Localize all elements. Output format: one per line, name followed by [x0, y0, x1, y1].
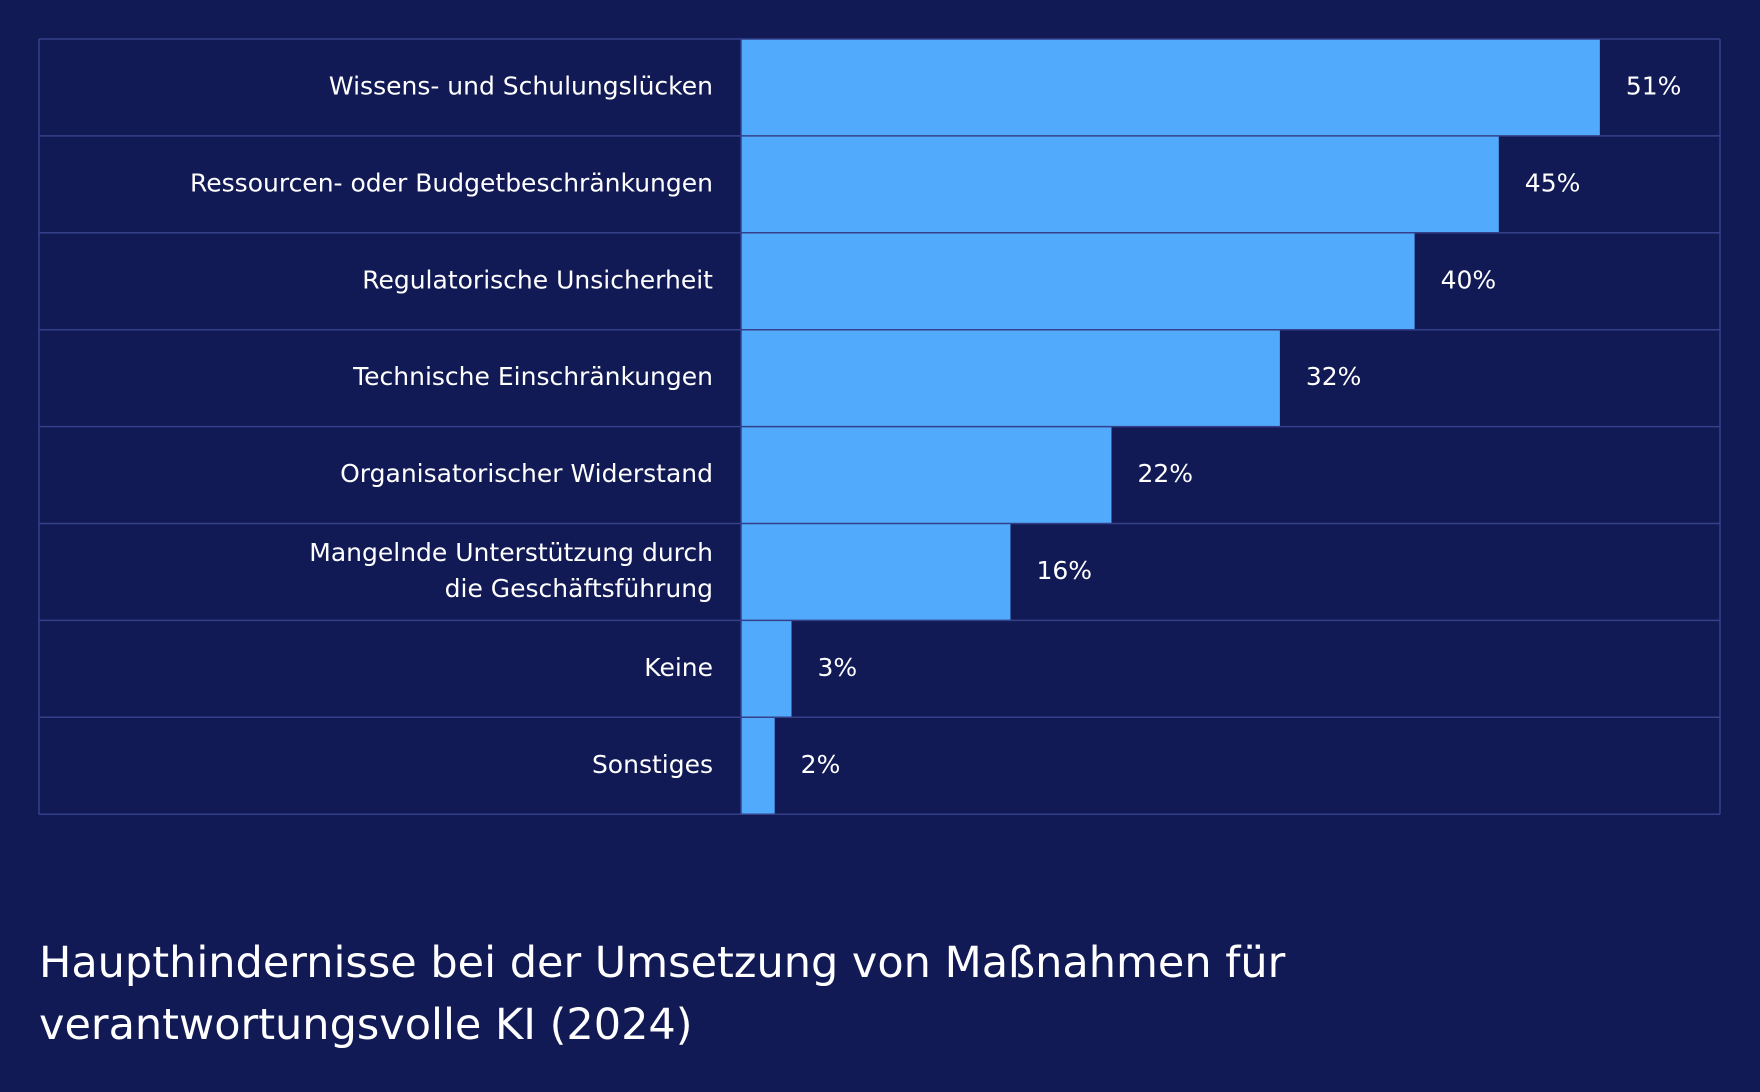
bar [741, 329, 1280, 427]
category-label: Keine [644, 653, 713, 682]
bar [741, 39, 1600, 136]
bar [741, 135, 1499, 233]
category-label: Wissens- und Schulungslücken [329, 71, 713, 100]
value-label: 2% [801, 750, 841, 779]
category-label: Organisatorischer Widerstand [340, 459, 713, 488]
chart-title: Haupthindernisse bei der Umsetzung von M… [39, 938, 1286, 1050]
category-label: Mangelnde Unterstützung durch die Geschäf… [309, 538, 713, 603]
bar [741, 717, 775, 815]
bar [741, 620, 792, 718]
value-label: 45% [1525, 168, 1581, 197]
bar [741, 523, 1011, 621]
value-label: 32% [1306, 362, 1362, 391]
category-label: Technische Einschränkungen [352, 362, 713, 391]
value-label: 3% [818, 653, 858, 682]
value-label: 51% [1626, 71, 1682, 100]
value-label: 22% [1137, 459, 1193, 488]
value-label: 16% [1036, 556, 1092, 585]
bar [741, 232, 1415, 330]
bar [741, 426, 1112, 524]
category-label: Sonstiges [592, 750, 713, 779]
category-label: Ressourcen- oder Budgetbeschränkungen [190, 168, 713, 197]
value-label: 40% [1441, 265, 1497, 294]
chart: Wissens- und Schulungslücken 51% Ressource… [38, 38, 1721, 815]
category-label: Regulatorische Unsicherheit [362, 265, 713, 294]
